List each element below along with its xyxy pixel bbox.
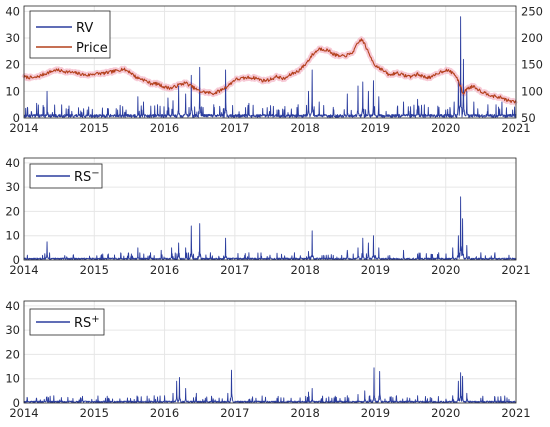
x-tick-label: 2014 <box>9 121 38 135</box>
plot-area <box>24 301 516 403</box>
y-tick-label: 30 <box>5 323 20 337</box>
price-line <box>23 38 517 104</box>
x-tick-label: 2014 <box>9 263 38 277</box>
y-tick-label: 0 <box>13 253 20 267</box>
y2-tick-label: 100 <box>521 84 543 98</box>
legend-label-rs-minus: RS− <box>74 168 100 185</box>
legend-label-rs-plus: RS+ <box>74 314 100 331</box>
x-tick-label: 2021 <box>501 263 530 277</box>
legend: RV Price <box>29 10 111 59</box>
plot-area <box>24 158 516 260</box>
legend-label-superscript: + <box>91 314 99 325</box>
x-tick-labels: 2014 2015 2016 2017 2018 2019 2020 2021 <box>9 121 530 135</box>
chart-rs-minus: 0 10 20 30 40 2014 2015 2016 2017 2018 2… <box>5 156 530 277</box>
x-tick-labels: 2014 2015 2016 2017 2018 2019 2020 2021 <box>9 263 530 277</box>
x-tick-label: 2021 <box>501 406 530 420</box>
y2-tick-label: 250 <box>521 4 543 18</box>
legend-box <box>29 10 111 59</box>
series-line-rv <box>23 16 517 118</box>
y2-tick-label: 50 <box>521 111 536 125</box>
x-tick-label: 2020 <box>431 406 460 420</box>
plot-border <box>23 5 517 119</box>
series <box>23 196 517 261</box>
x-tick-labels: 2014 2015 2016 2017 2018 2019 2020 2021 <box>9 406 530 420</box>
series-line-rs <box>23 367 517 404</box>
chart-rs-plus: 0 10 20 30 40 2014 2015 2016 2017 2018 2… <box>5 299 530 420</box>
series <box>23 16 517 118</box>
legend: RS+ <box>29 308 105 336</box>
plot-border <box>23 157 517 261</box>
series <box>23 367 517 404</box>
legend-label-text: RS <box>74 170 91 185</box>
y-tick-label: 20 <box>5 347 20 361</box>
x-tick-label: 2015 <box>80 406 109 420</box>
y-tick-labels: 0 10 20 30 40 <box>5 299 20 410</box>
y2-tick-label: 200 <box>521 31 543 45</box>
x-tick-label: 2020 <box>431 263 460 277</box>
plot-border <box>23 300 517 404</box>
x-tick-label: 2016 <box>150 263 179 277</box>
y-tick-label: 0 <box>13 396 20 410</box>
x-tick-label: 2019 <box>361 121 390 135</box>
legend-label-rv: RV <box>76 21 93 36</box>
y-tick-label: 30 <box>5 180 20 194</box>
y-tick-label: 10 <box>5 229 20 243</box>
series-line-rs <box>23 196 517 261</box>
y-tick-label: 40 <box>5 299 20 313</box>
y-tick-label: 40 <box>5 156 20 170</box>
legend-label-superscript: − <box>91 168 99 179</box>
x-tick-label: 2017 <box>220 121 249 135</box>
x-tick-label: 2018 <box>291 406 320 420</box>
x-tick-label: 2015 <box>80 121 109 135</box>
y2-tick-labels: 50 100 150 200 250 <box>521 4 543 125</box>
x-tick-label: 2018 <box>291 263 320 277</box>
y-tick-label: 20 <box>5 58 20 72</box>
x-tick-label: 2019 <box>361 263 390 277</box>
x-tick-label: 2017 <box>220 263 249 277</box>
chart-rv-price: 0 10 20 30 40 50 100 150 200 250 2014 20… <box>5 4 543 135</box>
x-tick-label: 2021 <box>501 121 530 135</box>
x-tick-label: 2014 <box>9 406 38 420</box>
x-tick-label: 2019 <box>361 406 390 420</box>
y-tick-label: 40 <box>5 4 20 18</box>
y-tick-labels: 0 10 20 30 40 <box>5 156 20 267</box>
y-tick-label: 20 <box>5 204 20 218</box>
legend-label-text: RS <box>74 316 91 331</box>
legend: RS− <box>29 163 103 189</box>
y2-tick-label: 150 <box>521 58 543 72</box>
y-tick-label: 10 <box>5 84 20 98</box>
x-tick-label: 2016 <box>150 121 179 135</box>
x-tick-label: 2020 <box>431 121 460 135</box>
x-tick-label: 2018 <box>291 121 320 135</box>
y-tick-label: 30 <box>5 31 20 45</box>
x-tick-label: 2015 <box>80 263 109 277</box>
y-tick-labels: 0 10 20 30 40 <box>5 4 20 125</box>
x-tick-label: 2017 <box>220 406 249 420</box>
y-tick-label: 10 <box>5 372 20 386</box>
x-tick-label: 2016 <box>150 406 179 420</box>
y-tick-label: 0 <box>13 111 20 125</box>
legend-label-price: Price <box>76 41 108 56</box>
